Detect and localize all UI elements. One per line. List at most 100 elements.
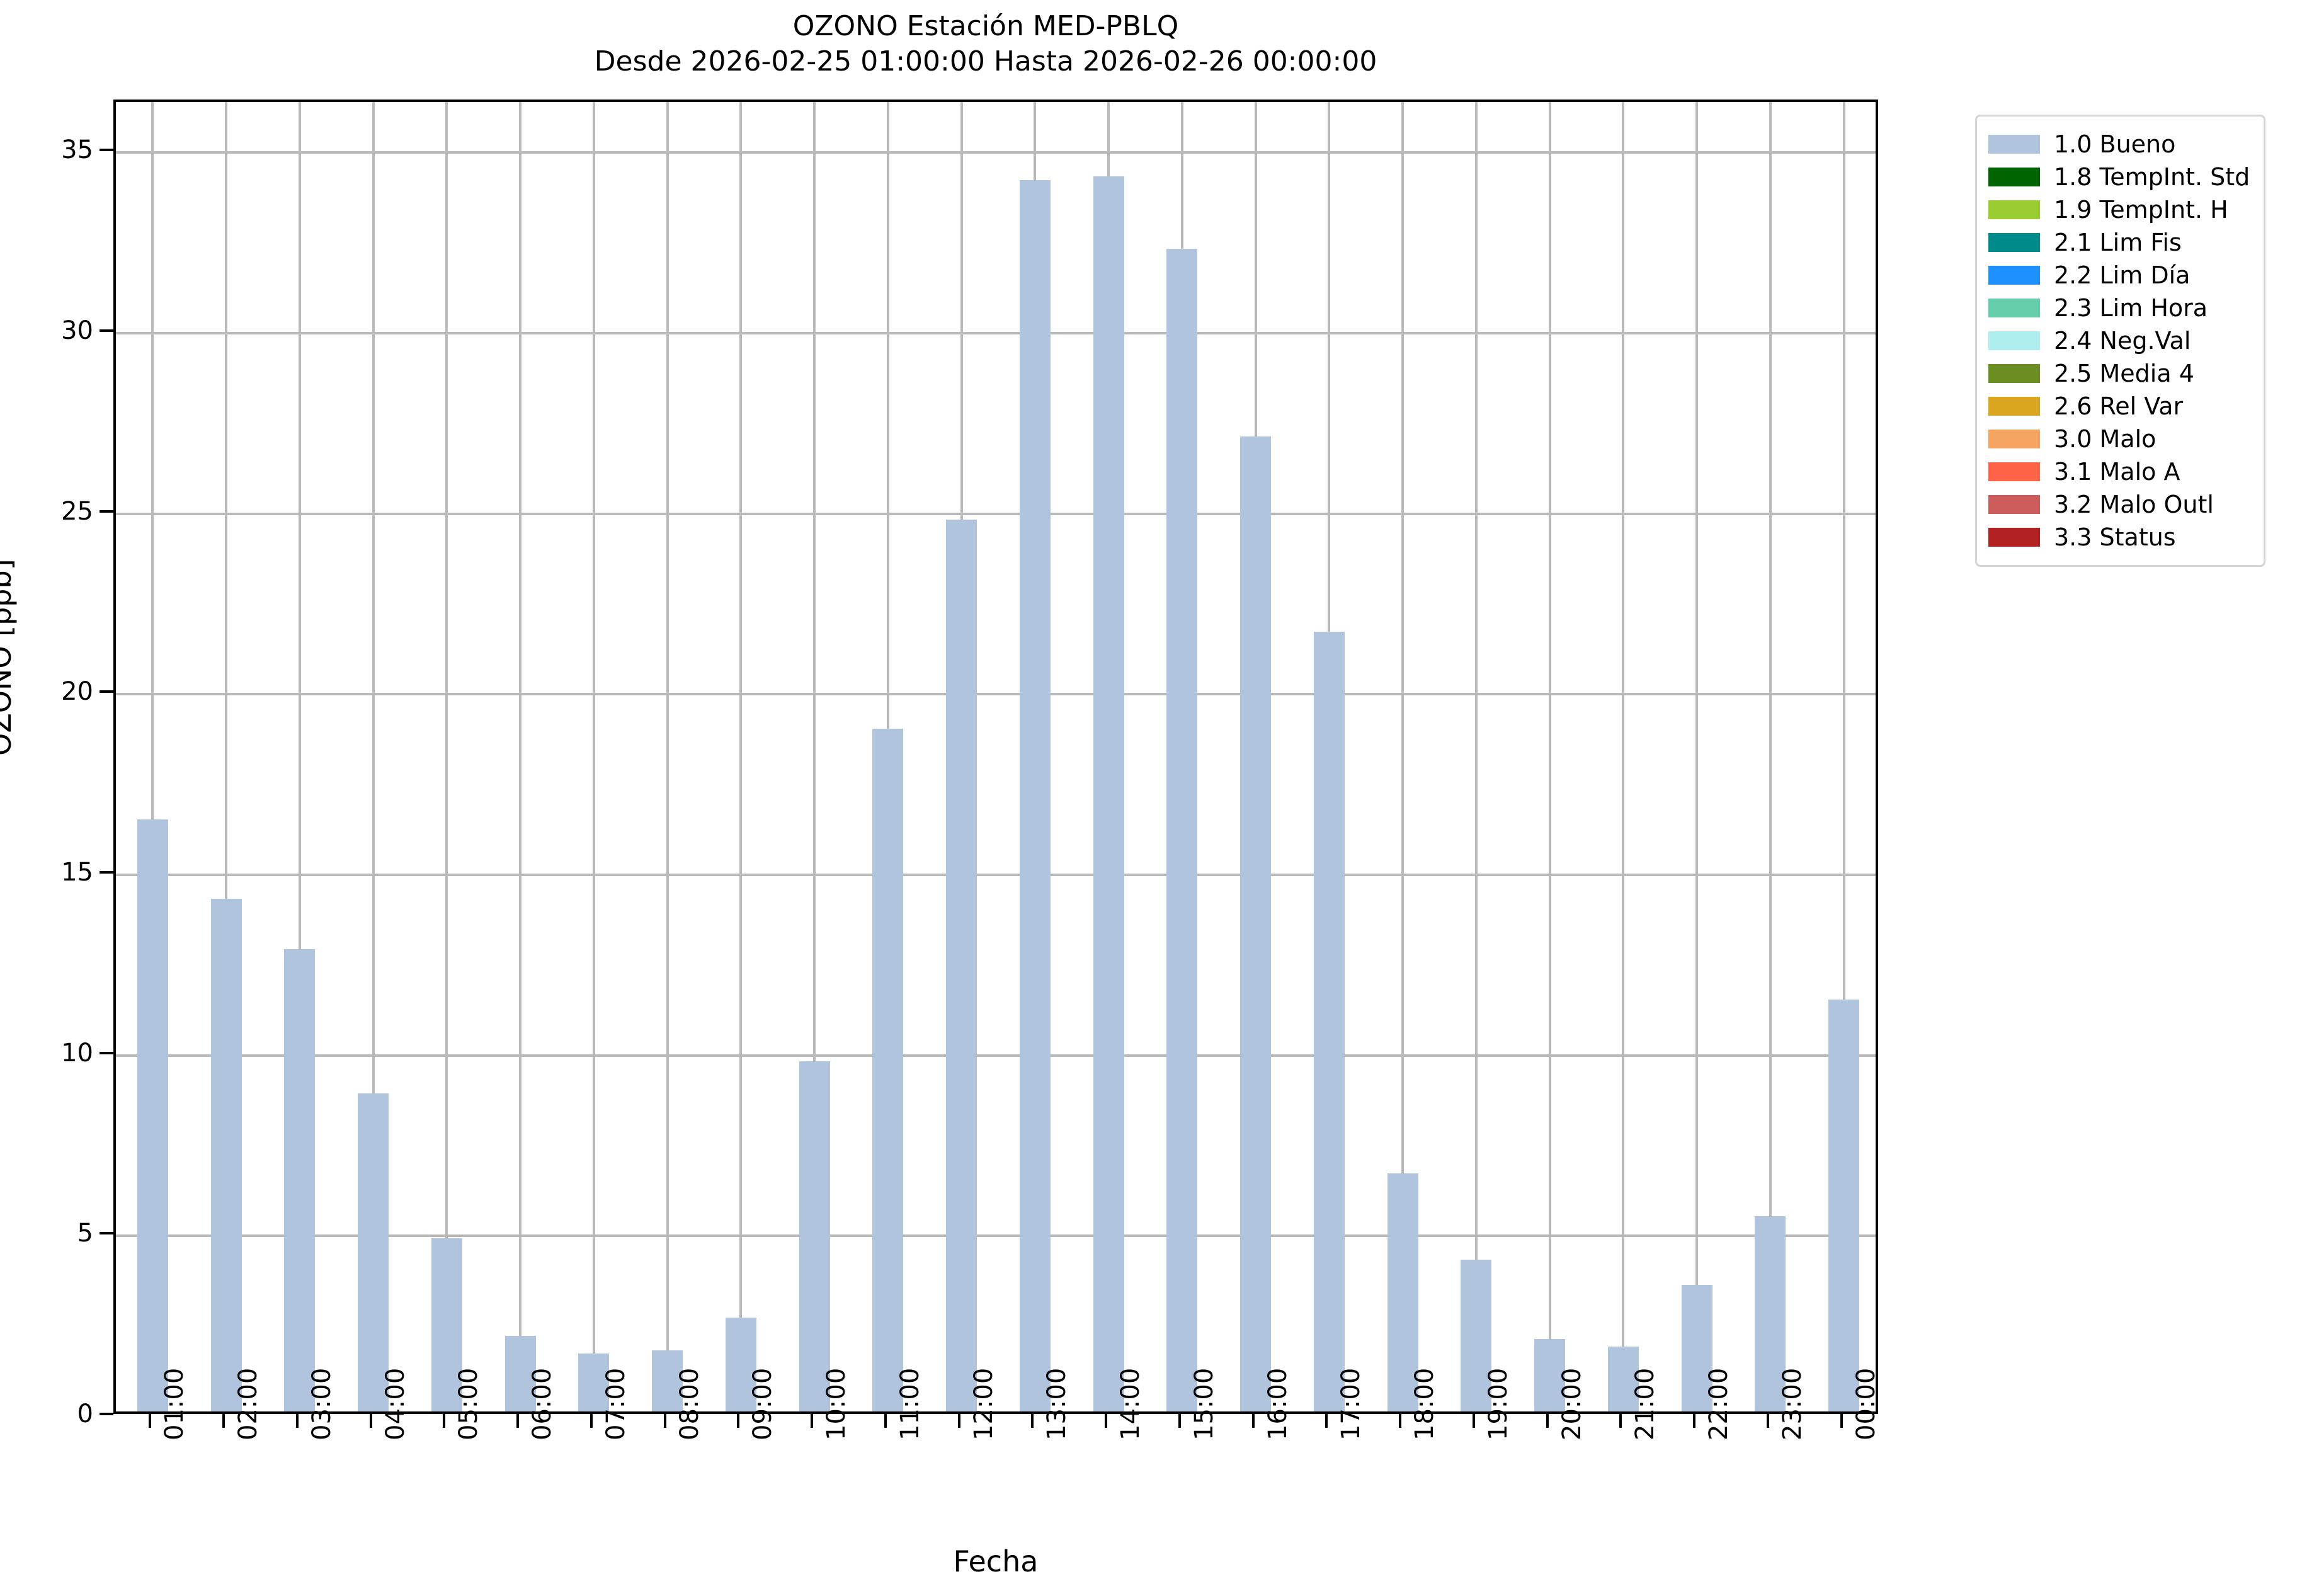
y-axis-tick-mark (100, 329, 113, 332)
y-axis-tick-mark (100, 149, 113, 152)
legend-item[interactable]: 2.6 Rel Var (1988, 390, 2250, 423)
gridline-vertical (666, 102, 669, 1411)
legend-item[interactable]: 3.2 Malo Outl (1988, 488, 2250, 521)
bar[interactable] (725, 1317, 756, 1411)
legend-item[interactable]: 2.2 Lim Día (1988, 259, 2250, 292)
x-axis-tick-label: 04:00 (380, 1367, 410, 1440)
chart-title-line-2: Desde 2026-02-25 01:00:00 Hasta 2026-02-… (594, 45, 1377, 78)
y-axis-tick-label: 5 (77, 1219, 93, 1248)
x-axis-tick-mark (1399, 1414, 1402, 1428)
legend-item-label: 3.0 Malo (2054, 425, 2157, 453)
x-axis-tick-label: 16:00 (1263, 1367, 1292, 1440)
x-axis-tick-mark (1178, 1414, 1181, 1428)
bar[interactable] (1461, 1260, 1492, 1411)
gridline-horizontal (116, 1054, 1876, 1057)
bar[interactable] (1607, 1346, 1639, 1411)
legend-item[interactable]: 1.9 TempInt. H (1988, 193, 2250, 226)
bar[interactable] (1387, 1173, 1418, 1411)
x-axis-tick-mark (1840, 1414, 1843, 1428)
bar[interactable] (799, 1061, 830, 1411)
x-axis-tick-mark (1325, 1414, 1328, 1428)
bar[interactable] (1828, 1000, 1860, 1411)
x-axis-tick-label: 10:00 (822, 1367, 852, 1440)
legend-item-label: 2.4 Neg.Val (2054, 327, 2191, 355)
y-axis-label: OZONO [ppb] (0, 559, 18, 756)
legend-color-swatch (1988, 495, 2040, 514)
legend-color-swatch (1988, 331, 2040, 350)
x-axis-tick-mark (1546, 1414, 1549, 1428)
x-axis-tick-label: 20:00 (1557, 1367, 1587, 1440)
bar[interactable] (284, 949, 316, 1411)
y-axis-tick-mark (100, 1413, 113, 1415)
x-axis-tick-label: 12:00 (969, 1367, 998, 1440)
x-axis-tick-label: 05:00 (454, 1367, 484, 1440)
gridline-vertical (1401, 102, 1405, 1411)
y-axis-tick-mark (100, 870, 113, 874)
legend-item[interactable]: 1.0 Bueno (1988, 128, 2250, 161)
legend-item-label: 2.2 Lim Día (2054, 261, 2191, 289)
y-axis-tick-mark (100, 1051, 113, 1054)
gridline-vertical (1548, 102, 1551, 1411)
plot-area (113, 100, 1878, 1414)
gridline-vertical (813, 102, 816, 1411)
legend-item[interactable]: 3.0 Malo (1988, 423, 2250, 455)
x-axis-tick-mark (149, 1414, 152, 1428)
legend-item[interactable]: 2.1 Lim Fis (1988, 226, 2250, 259)
bar[interactable] (504, 1335, 536, 1411)
bar[interactable] (578, 1354, 610, 1411)
gridline-vertical (1695, 102, 1699, 1411)
bar[interactable] (210, 898, 242, 1411)
legend-color-swatch (1988, 266, 2040, 285)
y-axis-tick-mark (100, 510, 113, 513)
legend-item-label: 1.0 Bueno (2054, 130, 2176, 158)
bar[interactable] (652, 1350, 683, 1411)
legend-item-label: 2.3 Lim Hora (2054, 294, 2208, 322)
x-axis-tick-label: 18:00 (1410, 1367, 1440, 1440)
x-axis-tick-mark (1105, 1414, 1108, 1428)
legend-color-swatch (1988, 233, 2040, 252)
legend-item[interactable]: 3.3 Status (1988, 521, 2250, 554)
chart-title: OZONO Estación MED-PBLQ Desde 2026-02-25… (0, 9, 1971, 80)
x-axis-tick-label: 00:00 (1851, 1367, 1881, 1440)
y-axis-tick-label: 0 (77, 1399, 93, 1428)
bar[interactable] (1755, 1216, 1786, 1411)
x-axis-label: Fecha (953, 1544, 1039, 1578)
gridline-vertical (1769, 102, 1772, 1411)
bar[interactable] (431, 1238, 462, 1411)
gridline-vertical (1474, 102, 1478, 1411)
x-axis-tick-label: 06:00 (528, 1367, 557, 1440)
x-axis-tick-label: 09:00 (748, 1367, 778, 1440)
legend-item[interactable]: 3.1 Malo A (1988, 455, 2250, 488)
bar[interactable] (1681, 1285, 1712, 1411)
x-axis-tick-mark (663, 1414, 666, 1428)
bar[interactable] (946, 519, 977, 1411)
gridline-vertical (1622, 102, 1625, 1411)
bar[interactable] (1240, 436, 1272, 1411)
bar[interactable] (1166, 248, 1198, 1411)
y-axis-tick-mark (100, 690, 113, 693)
gridline-vertical (1842, 102, 1845, 1411)
bar[interactable] (1093, 176, 1124, 1411)
x-axis-tick-mark (811, 1414, 814, 1428)
legend-color-swatch (1988, 430, 2040, 448)
legend-color-swatch (1988, 364, 2040, 383)
legend-item-label: 2.5 Media 4 (2054, 360, 2194, 387)
bar[interactable] (1534, 1339, 1566, 1411)
bar[interactable] (872, 729, 904, 1411)
bar[interactable] (137, 819, 168, 1411)
legend-item[interactable]: 1.8 TempInt. Std (1988, 161, 2250, 193)
legend-item[interactable]: 2.5 Media 4 (1988, 357, 2250, 390)
x-axis-tick-mark (1251, 1414, 1255, 1428)
bar[interactable] (1019, 180, 1051, 1411)
bar[interactable] (1313, 631, 1345, 1411)
x-axis-tick-label: 23:00 (1777, 1367, 1807, 1440)
y-axis-tick-label: 15 (61, 857, 93, 887)
x-axis-tick-label: 13:00 (1042, 1367, 1072, 1440)
x-axis-tick-mark (369, 1414, 372, 1428)
x-axis-tick-mark (443, 1414, 446, 1428)
legend-item[interactable]: 2.3 Lim Hora (1988, 292, 2250, 324)
bar[interactable] (358, 1093, 389, 1411)
y-axis-tick-label: 10 (61, 1038, 93, 1068)
legend-item[interactable]: 2.4 Neg.Val (1988, 324, 2250, 357)
